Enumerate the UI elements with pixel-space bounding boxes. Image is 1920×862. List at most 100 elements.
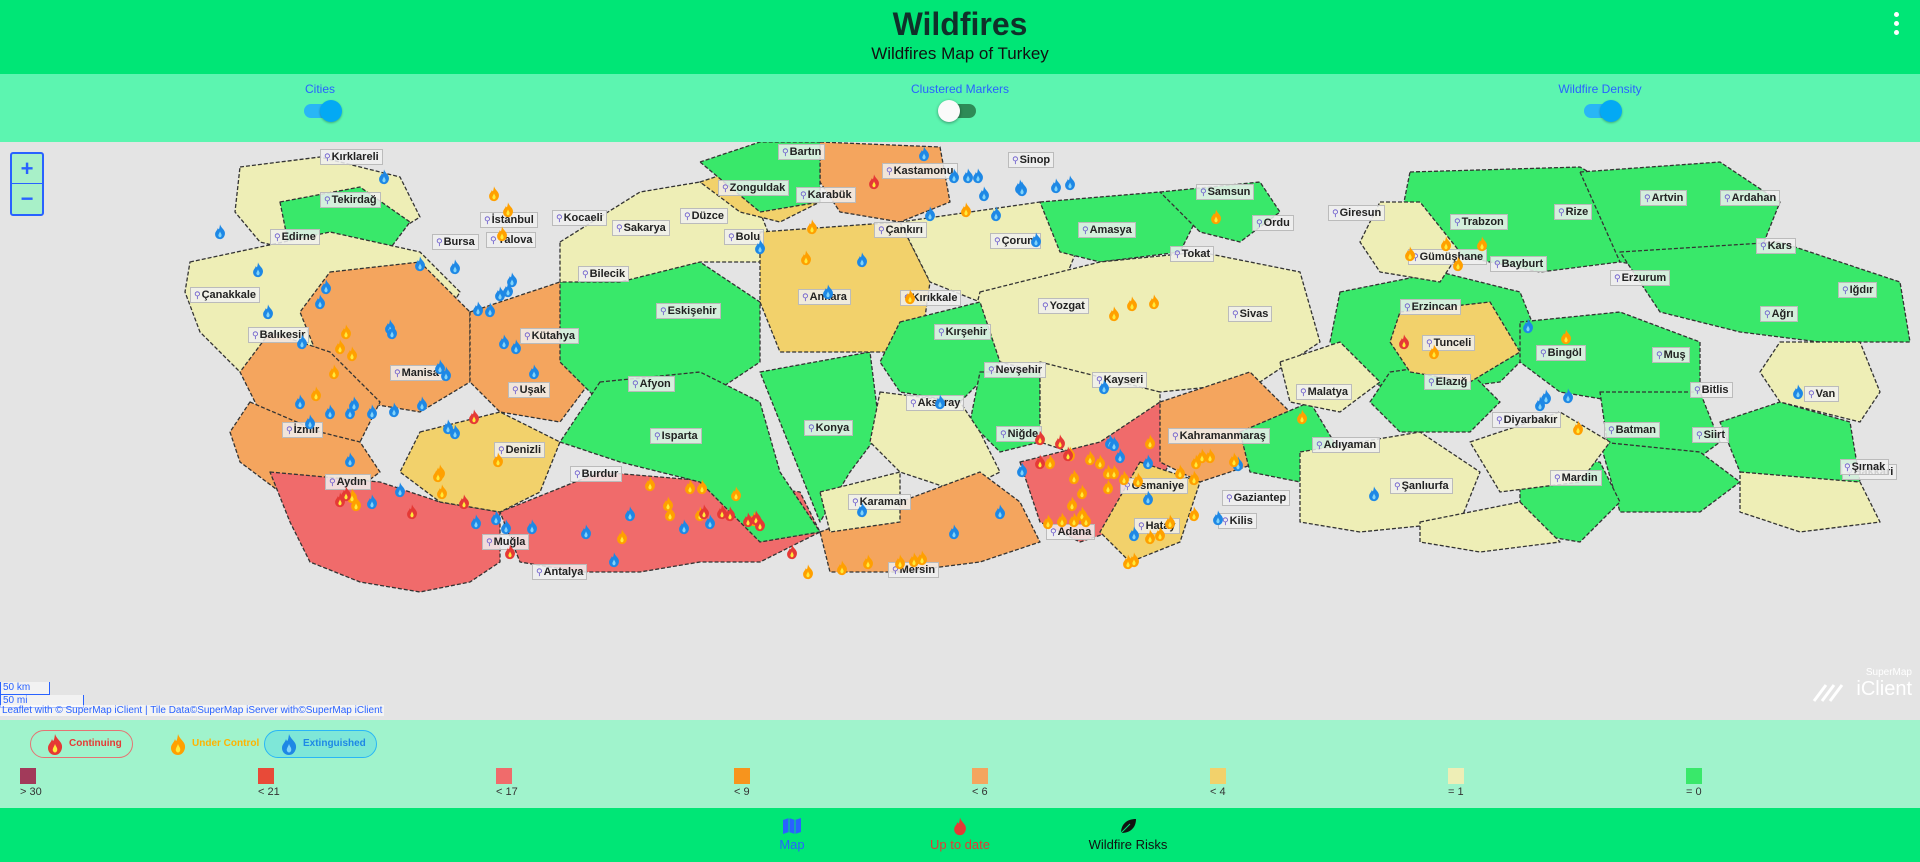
city-label[interactable]: ⚲Samsun: [1196, 184, 1255, 200]
city-label[interactable]: ⚲İstanbul: [480, 212, 538, 228]
city-label[interactable]: ⚲Konya: [804, 420, 854, 436]
city-label[interactable]: ⚲Gümüşhane: [1408, 249, 1488, 265]
city-label[interactable]: ⚲Yozgat: [1038, 298, 1089, 314]
cities-toggle[interactable]: [304, 100, 342, 122]
nav-map[interactable]: Map: [770, 816, 814, 852]
city-label[interactable]: ⚲Kilis: [1218, 513, 1257, 529]
city-label[interactable]: ⚲Elazığ: [1424, 374, 1472, 390]
city-label[interactable]: ⚲Yalova: [486, 232, 537, 248]
city-label[interactable]: ⚲Kastamonu: [882, 163, 958, 179]
city-label[interactable]: ⚲Kayseri: [1092, 372, 1148, 388]
city-label[interactable]: ⚲Burdur: [570, 466, 623, 482]
city-label[interactable]: ⚲Uşak: [508, 382, 550, 398]
density-swatch-7: = 0: [1686, 768, 1702, 798]
city-label[interactable]: ⚲Eskişehir: [656, 303, 721, 319]
city-label[interactable]: ⚲Karabük: [796, 187, 856, 203]
city-label[interactable]: ⚲Trabzon: [1450, 214, 1508, 230]
city-label[interactable]: ⚲Mardin: [1550, 470, 1602, 486]
city-label[interactable]: ⚲Osmaniye: [1120, 478, 1189, 494]
city-label[interactable]: ⚲Muğla: [482, 534, 530, 550]
city-label[interactable]: ⚲Çorum: [990, 233, 1042, 249]
city-label[interactable]: ⚲Denizli: [494, 442, 546, 458]
city-label[interactable]: ⚲Zonguldak: [718, 180, 790, 196]
city-label[interactable]: ⚲Gaziantep: [1222, 490, 1291, 506]
city-label[interactable]: ⚲Sivas: [1228, 306, 1273, 322]
city-label[interactable]: ⚲Şırnak: [1840, 459, 1890, 475]
city-label[interactable]: ⚲Kahramanmaraş: [1168, 428, 1270, 444]
status-extinguished-chip[interactable]: Extinguished: [264, 730, 377, 758]
city-label[interactable]: ⚲Batman: [1604, 422, 1660, 438]
city-label[interactable]: ⚲Giresun: [1328, 205, 1386, 221]
city-label[interactable]: ⚲Adana: [1046, 524, 1096, 540]
nav-up-to-date[interactable]: Up to date: [920, 816, 1000, 852]
city-label[interactable]: ⚲Amasya: [1078, 222, 1136, 238]
city-label[interactable]: ⚲Şanlıurfa: [1390, 478, 1453, 494]
city-label[interactable]: ⚲Sakarya: [612, 220, 670, 236]
status-continuing-chip[interactable]: Continuing: [30, 730, 133, 758]
city-label[interactable]: ⚲Antalya: [532, 564, 588, 580]
city-label[interactable]: ⚲Adıyaman: [1312, 437, 1381, 453]
city-label[interactable]: ⚲Bursa: [432, 234, 479, 250]
city-name: Konya: [815, 422, 850, 434]
city-name: Çorum: [1001, 235, 1038, 247]
clustered-markers-toggle[interactable]: [938, 100, 976, 122]
city-label[interactable]: ⚲Ardahan: [1720, 190, 1781, 206]
city-label[interactable]: ⚲Diyarbakır: [1492, 412, 1562, 428]
city-label[interactable]: ⚲Balıkesir: [248, 327, 310, 343]
city-name: Karabük: [807, 189, 852, 201]
city-name: Van: [1815, 388, 1836, 400]
city-label[interactable]: ⚲İzmir: [282, 422, 324, 438]
city-label[interactable]: ⚲Aksaray: [906, 395, 965, 411]
city-label[interactable]: ⚲Kırşehir: [934, 324, 992, 340]
city-label[interactable]: ⚲Manisa: [390, 365, 443, 381]
city-label[interactable]: ⚲Van: [1804, 386, 1840, 402]
city-label[interactable]: ⚲Siirt: [1692, 427, 1729, 443]
city-label[interactable]: ⚲Iğdır: [1838, 282, 1878, 298]
city-label[interactable]: ⚲Tokat: [1170, 246, 1215, 262]
map-canvas[interactable]: + − ⚲Kırklareli ⚲Tekirdağ ⚲Edirne ⚲İstanbul…: [0, 142, 1920, 720]
city-label[interactable]: ⚲Aydın: [325, 474, 371, 490]
city-label[interactable]: ⚲Bingöl: [1536, 345, 1586, 361]
city-label[interactable]: ⚲Ordu: [1252, 215, 1294, 231]
zoom-out-button[interactable]: −: [20, 186, 34, 211]
city-label[interactable]: ⚲Edirne: [270, 229, 320, 245]
city-label[interactable]: ⚲Tunceli: [1422, 335, 1476, 351]
city-label[interactable]: ⚲Ağrı: [1760, 306, 1798, 322]
city-label[interactable]: ⚲Isparta: [650, 428, 702, 444]
city-label[interactable]: ⚲Nevşehir: [984, 362, 1047, 378]
city-label[interactable]: ⚲Kütahya: [520, 328, 579, 344]
city-label[interactable]: ⚲Rize: [1554, 204, 1593, 220]
city-label[interactable]: ⚲Bartın: [778, 144, 826, 160]
city-label[interactable]: ⚲Karaman: [848, 494, 911, 510]
city-label[interactable]: ⚲Ankara: [798, 289, 851, 305]
zoom-in-button[interactable]: +: [12, 154, 42, 184]
layer-toggle-bar: Cities Clustered Markers Wildfire Densit…: [0, 74, 1920, 142]
city-label[interactable]: ⚲Bolu: [724, 229, 765, 245]
city-label[interactable]: ⚲Hatay: [1134, 518, 1180, 534]
city-label[interactable]: ⚲Muş: [1652, 347, 1690, 363]
city-label[interactable]: ⚲Tekirdağ: [320, 192, 381, 208]
city-label[interactable]: ⚲Bayburt: [1490, 256, 1548, 272]
city-label[interactable]: ⚲Afyon: [628, 376, 675, 392]
city-label[interactable]: ⚲Niğde: [996, 426, 1043, 442]
city-label[interactable]: ⚲Çanakkale: [190, 287, 261, 303]
more-menu-icon[interactable]: [1892, 10, 1900, 40]
city-label[interactable]: ⚲Bitlis: [1690, 382, 1733, 398]
city-label[interactable]: ⚲Erzurum: [1610, 270, 1671, 286]
city-label[interactable]: ⚲Mersin: [888, 562, 940, 578]
city-label[interactable]: ⚲Erzincan: [1400, 299, 1462, 315]
location-pin-icon: ⚲: [324, 195, 331, 205]
city-label[interactable]: ⚲Malatya: [1296, 384, 1352, 400]
city-label[interactable]: ⚲Kırıkkale: [900, 290, 962, 306]
city-label[interactable]: ⚲Çankırı: [874, 222, 927, 238]
city-label[interactable]: ⚲Artvin: [1640, 190, 1688, 206]
city-label[interactable]: ⚲Kars: [1756, 238, 1797, 254]
wildfire-density-toggle[interactable]: [1584, 100, 1622, 122]
status-under-control-chip[interactable]: Under Control: [154, 730, 269, 758]
city-label[interactable]: ⚲Bilecik: [578, 266, 630, 282]
city-label[interactable]: ⚲Kocaeli: [552, 210, 607, 226]
city-label[interactable]: ⚲Kırklareli: [320, 149, 383, 165]
city-label[interactable]: ⚲Düzce: [680, 208, 728, 224]
city-label[interactable]: ⚲Sinop: [1008, 152, 1055, 168]
nav-wildfire-risks[interactable]: Wildfire Risks: [1082, 816, 1174, 852]
